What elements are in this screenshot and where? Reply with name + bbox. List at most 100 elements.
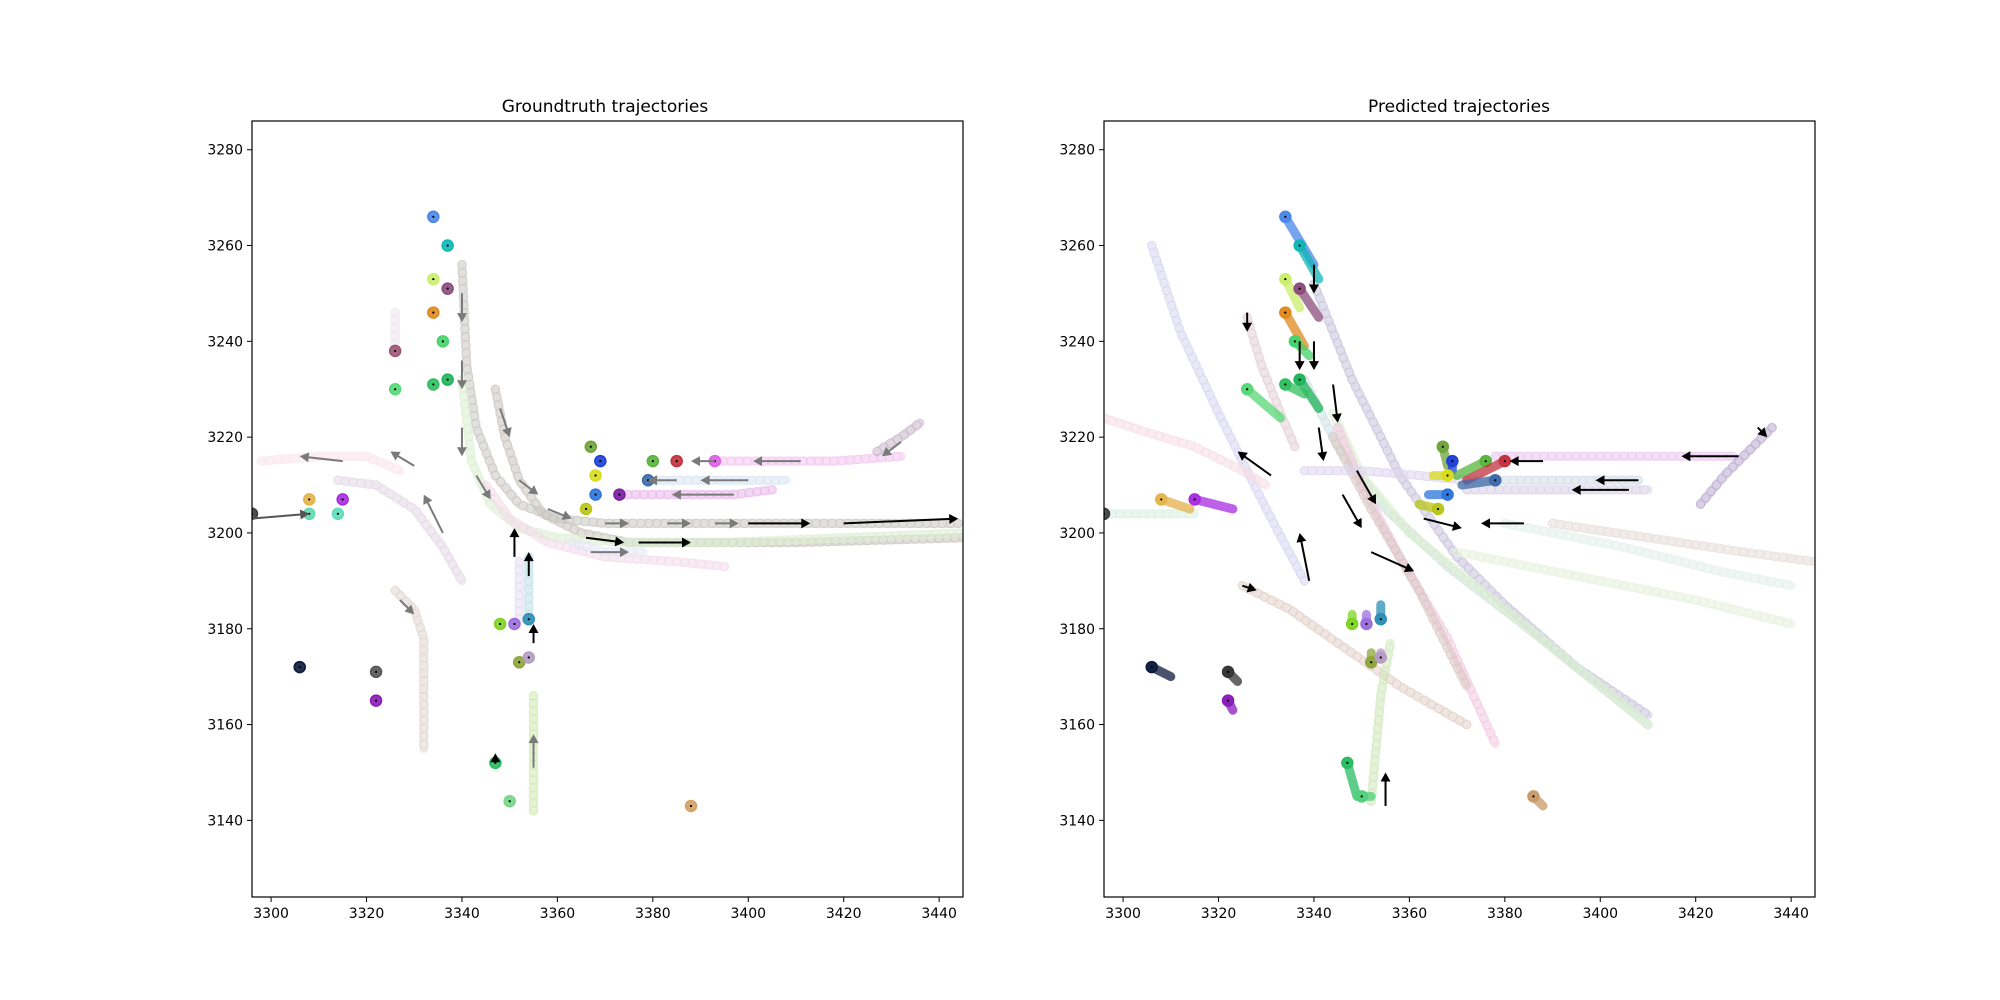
groundtruth-trajectory-point — [821, 456, 832, 466]
groundtruth-arrow-20 — [671, 489, 734, 500]
groundtruth-trajectory-point — [634, 547, 645, 557]
predicted-trajectory-point — [1404, 528, 1415, 538]
predicted-agent-center-0 — [1284, 215, 1287, 218]
groundtruth-arrow-head-3 — [502, 427, 512, 438]
predicted-agent-center-29 — [1360, 795, 1363, 798]
groundtruth-agent-24 — [252, 507, 259, 521]
groundtruth-x-tick-label: 3380 — [635, 906, 671, 922]
groundtruth-trajectory-point — [505, 513, 515, 524]
groundtruth-agent-center-3 — [446, 287, 449, 290]
predicted-arrow-15 — [1509, 456, 1544, 467]
predicted-arrow-head-6 — [1237, 451, 1248, 461]
groundtruth-arrow-head-29 — [528, 734, 539, 744]
groundtruth-trajectory-point — [496, 477, 506, 487]
groundtruth-trajectory-point — [759, 486, 770, 496]
predicted-arrow-head-15 — [1509, 456, 1519, 467]
predicted-trajectory-point — [1570, 475, 1580, 485]
predicted-trajectory-point — [1627, 451, 1637, 461]
predicted-y-tick-label: 3160 — [1059, 718, 1095, 734]
groundtruth-trajectory-point — [426, 526, 436, 537]
groundtruth-agent-center-8 — [432, 383, 435, 386]
predicted-trajectory-point — [1402, 480, 1412, 490]
predicted-trajectory-point — [1751, 439, 1761, 449]
predicted-trajectory-point — [1516, 475, 1526, 485]
predicted-trajectory-point — [1394, 516, 1405, 526]
predicted-trajectory-point — [1429, 519, 1439, 529]
predicted-agent-center-9 — [1441, 445, 1444, 448]
predicted-trajectory-point — [1640, 717, 1650, 727]
groundtruth-trajectory-point — [528, 691, 539, 701]
groundtruth-trajectory-point — [567, 537, 577, 548]
groundtruth-trajectory-point — [518, 522, 529, 532]
predicted-y-tick-label: 3260 — [1059, 239, 1095, 255]
predicted-trajectory-point — [1510, 612, 1520, 623]
predicted-trajectory-point — [1417, 538, 1427, 548]
predicted-arrow-shaft-4 — [1332, 384, 1338, 416]
predicted-trajectory-point — [1734, 456, 1744, 466]
predicted-trajectory-point — [1590, 677, 1600, 687]
predicted-arrow-3 — [1308, 341, 1319, 371]
groundtruth-arrow-6 — [547, 508, 572, 520]
predicted-agent-center-18 — [1193, 498, 1196, 501]
predicted-trajectory-point — [1352, 652, 1363, 662]
predicted-trajectory-point — [1292, 561, 1302, 572]
predicted-agent-center-17 — [1160, 498, 1163, 501]
groundtruth-arrow-shaft-5 — [518, 479, 534, 492]
predicted-trajectory-point — [1379, 498, 1390, 508]
groundtruth-arrow-shaft-12 — [585, 536, 618, 543]
predicted-trajectory-point — [1251, 474, 1261, 484]
predicted-trajectory-point — [1435, 553, 1446, 563]
predicted-trajectory-point — [1810, 557, 1815, 567]
groundtruth-trajectory-point — [872, 446, 882, 457]
predicted-trajectory-point — [1767, 422, 1777, 433]
predicted-trajectory-point — [1634, 712, 1644, 722]
predicted-trajectory-point — [1346, 647, 1356, 657]
predicted-arrow-7 — [1356, 470, 1376, 505]
predicted-arrow-head-17 — [1571, 484, 1581, 495]
predicted-y-tick-label: 3240 — [1059, 334, 1095, 350]
groundtruth-trajectory-point — [392, 493, 402, 503]
predicted-arrow-head-12 — [1296, 532, 1307, 543]
predicted-agent-center-4 — [1284, 311, 1287, 314]
predicted-trajectory-point — [1366, 504, 1376, 514]
groundtruth-arrow-9 — [714, 518, 739, 529]
predicted-trajectory-point — [1782, 580, 1792, 590]
groundtruth-x-tick-label: 3320 — [349, 906, 385, 922]
predicted-trajectory-point — [1460, 678, 1470, 688]
groundtruth-trajectory-point — [528, 783, 539, 793]
groundtruth-arrow-head-28 — [528, 623, 539, 633]
groundtruth-trajectory-point — [806, 456, 816, 466]
predicted-arrow-head-4 — [1331, 413, 1342, 423]
groundtruth-trajectory-point — [348, 477, 358, 487]
predicted-trajectory-point — [1426, 699, 1437, 710]
predicted-trajectory-1 — [1104, 413, 1271, 490]
predicted-arrow-shaft-5 — [1317, 427, 1324, 455]
groundtruth-arrow-25 — [399, 599, 415, 615]
groundtruth-trajectory-point — [528, 706, 539, 716]
predicted-trajectory-point — [1336, 446, 1346, 457]
groundtruth-agent-center-21 — [341, 498, 344, 501]
predicted-ticks: 3300 3320 3340 3360 3380 3400 3420 3440 3140 3160… — [1059, 143, 1809, 922]
groundtruth-agent-center-12 — [651, 459, 654, 463]
groundtruth-agent-center-2 — [432, 277, 435, 281]
predicted-trajectory-point — [1382, 531, 1392, 541]
groundtruth-trajectory-point — [490, 470, 501, 481]
predicted-arrow-head-5 — [1317, 451, 1328, 462]
predicted-arrow-head-19 — [1757, 427, 1768, 438]
groundtruth-arrow-14 — [590, 547, 629, 558]
groundtruth-arrow-1 — [456, 360, 467, 390]
groundtruth-trajectory-point — [531, 499, 541, 509]
groundtruth-trajectory-band-3 — [481, 480, 729, 571]
predicted-trajectory-point — [1269, 518, 1279, 529]
predicted-agent-track-4 — [1280, 308, 1309, 351]
groundtruth-arrow-head-9 — [729, 518, 739, 529]
groundtruth-trajectory-point — [912, 420, 922, 430]
groundtruth-trajectory-point — [525, 526, 536, 537]
groundtruth-arrow-shaft-21 — [396, 454, 415, 467]
groundtruth-arrow-shaft-11 — [843, 517, 952, 525]
predicted-trajectory-point — [1370, 511, 1380, 521]
predicted-trajectory-point — [1201, 447, 1211, 457]
groundtruth-x-tick-label: 3360 — [540, 906, 576, 922]
predicted-trajectory-point — [1463, 563, 1474, 573]
